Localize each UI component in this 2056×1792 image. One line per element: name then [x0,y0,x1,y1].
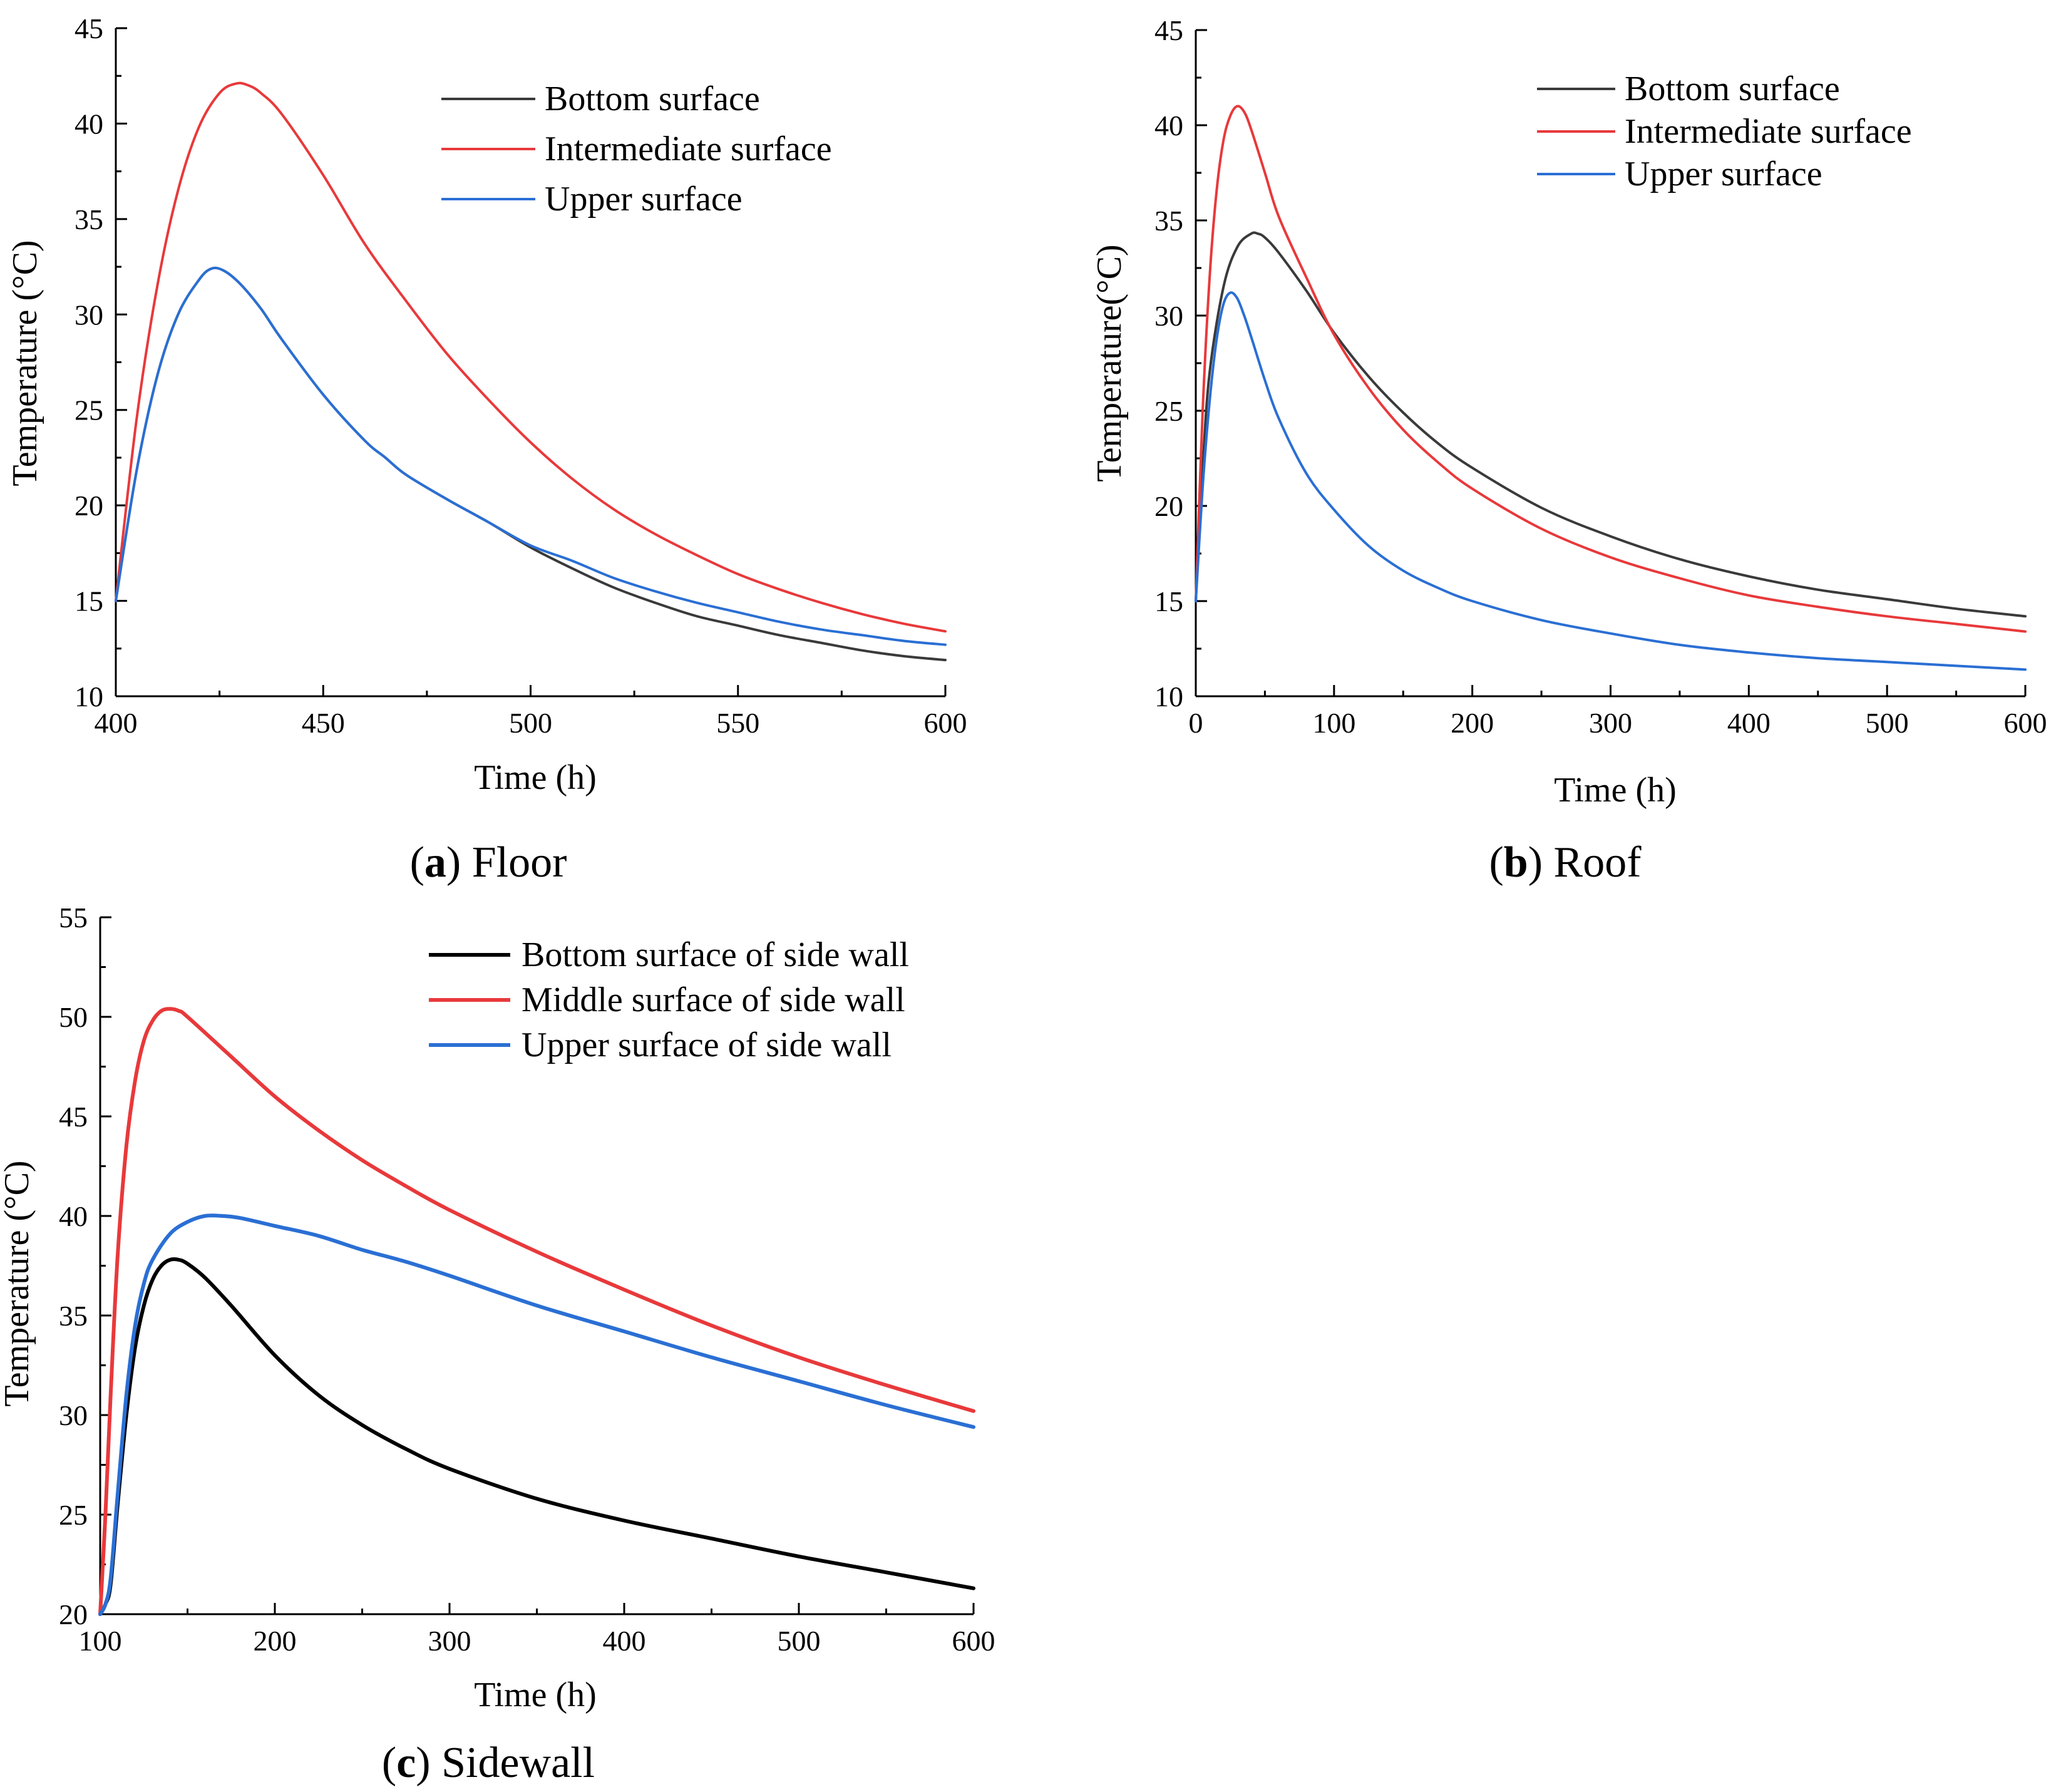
caption-letter: b [1504,838,1528,887]
y-tick-label: 35 [75,203,103,235]
y-tick-label: 45 [75,13,103,44]
legend-label: Middle surface of side wall [522,981,905,1019]
x-axis-title: Time (h) [1554,771,1677,810]
y-tick-label: 15 [1154,585,1183,617]
y-tick-label: 40 [59,1200,88,1232]
caption-letter: c [396,1739,416,1787]
y-tick-label: 35 [1154,205,1183,237]
series-line-2 [115,81,947,633]
legend-label: Bottom surface of side wall [522,935,909,974]
x-tick-label: 300 [1589,707,1632,739]
y-tick-label: 50 [59,1001,88,1033]
series-line-1 [1195,231,2027,618]
y-tick-label: 35 [59,1300,88,1332]
x-tick-label: 450 [302,707,345,739]
y-tick-label: 25 [75,394,103,426]
legend-label: Upper surface of side wall [522,1026,892,1064]
x-tick-label: 550 [716,707,759,739]
legend-label: Upper surface [545,180,743,219]
y-tick-label: 40 [1154,110,1183,142]
caption-text: Roof [1543,838,1642,887]
y-tick-label: 15 [75,585,103,617]
x-tick-label: 100 [79,1625,122,1657]
y-tick-label: 55 [59,902,88,934]
legend-label: Intermediate surface [545,130,832,168]
series-line-3 [115,266,947,646]
x-axis-title: Time (h) [474,1676,597,1714]
series-line-1 [115,266,947,662]
y-tick-label: 45 [1154,14,1183,46]
y-tick-label: 45 [59,1101,88,1133]
series-line-3 [98,1213,975,1616]
x-tick-label: 400 [603,1625,646,1657]
x-tick-label: 200 [254,1625,297,1657]
y-axis-title: Temperature (°C) [0,1160,36,1406]
legend-label: Intermediate surface [1625,112,1912,151]
y-tick-label: 10 [1154,681,1183,713]
chart-sidewall: 100 200 300 400 500 600 20 25 30 35 40 45 50 55 Bottom… [0,902,995,1787]
x-tick-label: 0 [1189,707,1203,739]
x-axis-title: Time (h) [474,758,597,797]
y-tick-label: 40 [75,108,103,140]
chart-roof: 0 100 200 300 400 500 600 10 15 20 25 30 35 40 45 Botto… [1090,14,2047,887]
y-tick-label: 25 [1154,395,1183,427]
y-tick-label: 20 [1154,490,1183,522]
x-tick-label: 600 [952,1625,995,1657]
caption-floor: (a) Floor [410,838,567,887]
legend-label: Bottom surface [1625,70,1840,108]
caption-text: Sidewall [431,1739,595,1787]
y-tick-label: 30 [59,1399,88,1431]
plot-area: 400 450 500 550 600 10 15 20 25 30 35 40 45 Bottom su… [75,13,967,739]
y-tick-label: 20 [59,1599,88,1630]
y-tick-label: 30 [1154,300,1183,332]
series-line-3 [1195,291,2027,671]
x-tick-label: 500 [509,707,552,739]
x-tick-label: 300 [428,1625,471,1657]
y-axis-title: Temperature(°C) [1090,244,1129,481]
plot-area: 0 100 200 300 400 500 600 10 15 20 25 30 35 40 45 Botto… [1154,14,2047,739]
y-tick-label: 20 [75,490,103,522]
x-tick-label: 400 [95,707,138,739]
x-tick-label: 200 [1451,707,1494,739]
plot-area: 100 200 300 400 500 600 20 25 30 35 40 45 50 55 Bottom… [59,902,995,1657]
series-line-2 [98,1007,975,1616]
caption-letter: a [424,838,446,887]
series-line-2 [1195,105,2027,633]
x-tick-label: 500 [1866,707,1909,739]
caption-text: Floor [461,838,567,887]
legend-label: Bottom surface [545,80,760,118]
caption-sidewall: (c) Sidewall [382,1739,595,1787]
x-tick-label: 500 [778,1625,821,1657]
x-tick-label: 600 [924,707,967,739]
x-tick-label: 100 [1312,707,1355,739]
y-axis-title: Temperature (°C) [6,240,44,486]
caption-roof: (b) Roof [1489,838,1642,887]
y-tick-label: 25 [59,1499,88,1531]
chart-floor: 400 450 500 550 600 10 15 20 25 30 35 40 45 Bottom su… [6,13,967,887]
y-tick-label: 30 [75,299,103,331]
x-tick-label: 400 [1727,707,1771,739]
x-tick-label: 600 [2004,707,2047,739]
series-line-1 [98,1257,975,1616]
legend-label: Upper surface [1625,155,1822,193]
y-tick-label: 10 [75,681,103,713]
